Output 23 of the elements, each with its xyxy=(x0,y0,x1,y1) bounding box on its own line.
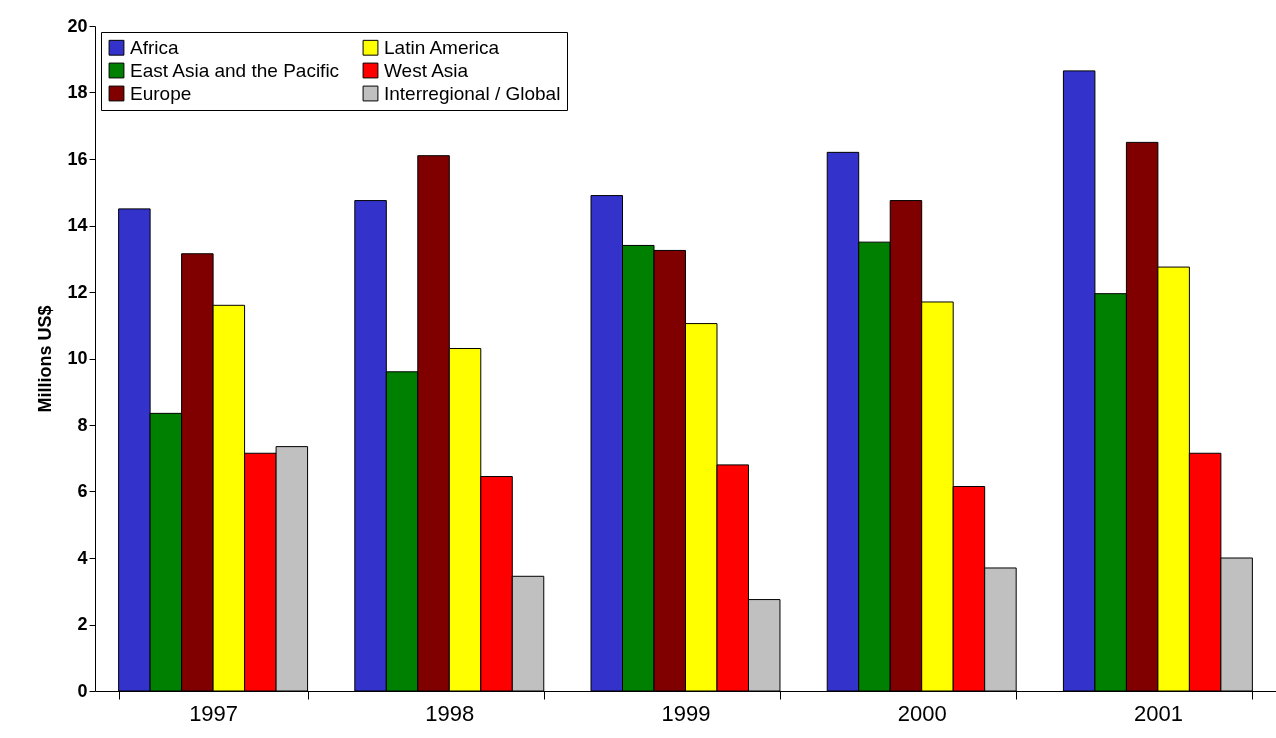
y-tick-label: 6 xyxy=(77,481,88,501)
y-tick-label: 2 xyxy=(77,614,88,634)
y-tick-label: 16 xyxy=(67,148,88,169)
y-tick-label: 18 xyxy=(67,82,88,102)
y-tick-label: 12 xyxy=(67,281,88,302)
legend-label: Europe xyxy=(130,82,192,104)
legend-label: Interregional / Global xyxy=(384,82,561,104)
y-tick-label: 0 xyxy=(77,680,88,701)
legend-label: Africa xyxy=(130,36,179,58)
y-axis-title: Millions US$ xyxy=(35,305,56,413)
legend-label: West Asia xyxy=(384,59,469,81)
y-tick-label: 8 xyxy=(77,414,88,435)
x-tick-label: 1998 xyxy=(425,700,475,726)
y-tick-label: 4 xyxy=(77,547,88,568)
y-tick-label: 10 xyxy=(67,348,88,368)
x-tick-label: 1999 xyxy=(661,700,711,726)
x-tick-label: 1997 xyxy=(189,700,239,726)
x-tick-label: 2000 xyxy=(897,700,947,726)
y-tick-label: 14 xyxy=(67,215,88,235)
y-tick-label: 20 xyxy=(67,15,88,36)
x-tick-label: 2001 xyxy=(1133,700,1183,726)
legend-label: East Asia and the Pacific xyxy=(130,59,340,81)
legend-label: Latin America xyxy=(384,36,500,58)
